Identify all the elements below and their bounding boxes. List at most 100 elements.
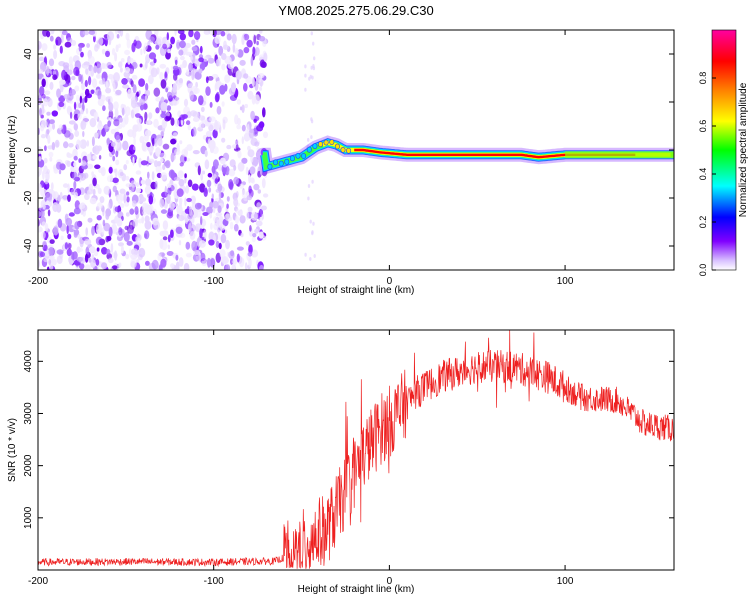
noise-speckle (262, 193, 269, 198)
noise-speckle (115, 159, 120, 166)
noise-speckle (179, 154, 187, 164)
noise-speckle (95, 236, 103, 246)
noise-speckle (68, 224, 75, 233)
noise-speckle (119, 188, 126, 195)
noise-speckle (198, 95, 204, 106)
noise-speckle (100, 62, 106, 69)
noise-speckle (176, 188, 184, 198)
snr-panel: -200 -100 0 100 1000 2000 3000 4000 Height of … (7, 329, 675, 595)
noise-speckle (178, 197, 183, 204)
noise-speckle (167, 49, 171, 54)
noise-speckle (120, 58, 125, 63)
noise-speckle (179, 140, 183, 145)
noise-speckle (144, 95, 148, 102)
noise-speckle (212, 129, 218, 139)
noise-speckle (49, 264, 54, 270)
spectrogram-y-label: Frequency (Hz) (7, 116, 18, 185)
noise-speckle (143, 42, 148, 51)
noise-speckle (184, 156, 187, 162)
track-knot (312, 143, 318, 149)
noise-speckle (191, 70, 195, 81)
noise-speckle (204, 159, 210, 170)
snr-series-line (38, 330, 674, 569)
noise-speckle (93, 34, 96, 43)
noise-speckle (148, 74, 154, 85)
noise-speckle (91, 225, 95, 236)
noise-speckle (79, 139, 87, 150)
noise-speckle (190, 195, 196, 204)
noise-speckle (223, 163, 228, 168)
noise-speckle (262, 131, 269, 139)
noise-speckle (144, 233, 148, 239)
noise-speckle (160, 79, 167, 89)
noise-speckle (179, 40, 186, 49)
noise-speckle (187, 83, 193, 88)
y-tick-label: -40 (23, 238, 34, 253)
noise-speckle (52, 74, 58, 81)
noise-speckle (197, 165, 201, 176)
noise-speckle (61, 69, 67, 80)
noise-speckle (212, 200, 219, 209)
noise-speckle (236, 253, 240, 263)
noise-speckle (81, 82, 85, 91)
noise-speckle (225, 258, 229, 263)
noise-speckle (101, 262, 108, 270)
noise-speckle (165, 112, 170, 117)
noise-speckle (132, 156, 135, 166)
noise-speckle (110, 243, 114, 253)
snr-y-label: SNR (10 * v/v) (7, 418, 18, 482)
noise-speckle (243, 73, 249, 79)
noise-speckle (247, 149, 255, 158)
noise-speckle (205, 86, 211, 96)
noise-speckle (236, 246, 244, 251)
noise-speckle (90, 66, 95, 77)
noise-speckle (91, 171, 94, 176)
noise-speckle (133, 137, 136, 147)
noise-speckle (220, 233, 227, 244)
noise-speckle (121, 78, 128, 85)
y-tick-label: 0 (23, 147, 34, 153)
noise-speckle (129, 183, 135, 193)
noise-speckle (131, 99, 137, 109)
noise-speckle (159, 63, 167, 69)
noise-speckle (178, 49, 184, 56)
noise-speckle (118, 61, 123, 68)
track-knot (334, 143, 340, 150)
noise-speckle (62, 62, 70, 69)
noise-speckle (198, 115, 206, 121)
noise-speckle (118, 43, 121, 48)
noise-speckle (132, 146, 136, 151)
noise-speckle (46, 111, 51, 116)
noise-speckle (84, 88, 90, 97)
noise-speckle (96, 63, 102, 74)
noise-speckle (108, 102, 114, 112)
noise-speckle (241, 124, 246, 132)
spectrogram-x-label: Height of straight line (km) (298, 285, 415, 296)
noise-speckle (87, 189, 92, 196)
noise-speckle (116, 34, 120, 39)
noise-speckle (53, 225, 59, 236)
noise-speckle (247, 206, 253, 213)
noise-speckle (120, 245, 124, 254)
noise-speckle (200, 215, 203, 226)
noise-speckle (191, 240, 198, 252)
noise-speckle (113, 168, 117, 173)
noise-speckle (46, 30, 51, 38)
noise-speckle (207, 172, 213, 178)
noise-speckle (176, 41, 181, 49)
noise-speckle (126, 224, 134, 234)
noise-speckle (154, 180, 158, 190)
noise-speckle (71, 75, 76, 81)
noise-speckle (119, 171, 124, 177)
noise-speckle (124, 66, 131, 74)
noise-speckle (86, 140, 90, 147)
noise-speckle (92, 177, 97, 187)
noise-speckle (67, 108, 73, 113)
noise-speckle (140, 179, 146, 185)
noise-speckle (255, 220, 263, 227)
noise-speckle (249, 177, 255, 183)
noise-speckle (245, 166, 249, 176)
noise-speckle (147, 171, 150, 179)
noise-speckle (310, 117, 313, 122)
noise-speckle (82, 30, 90, 36)
